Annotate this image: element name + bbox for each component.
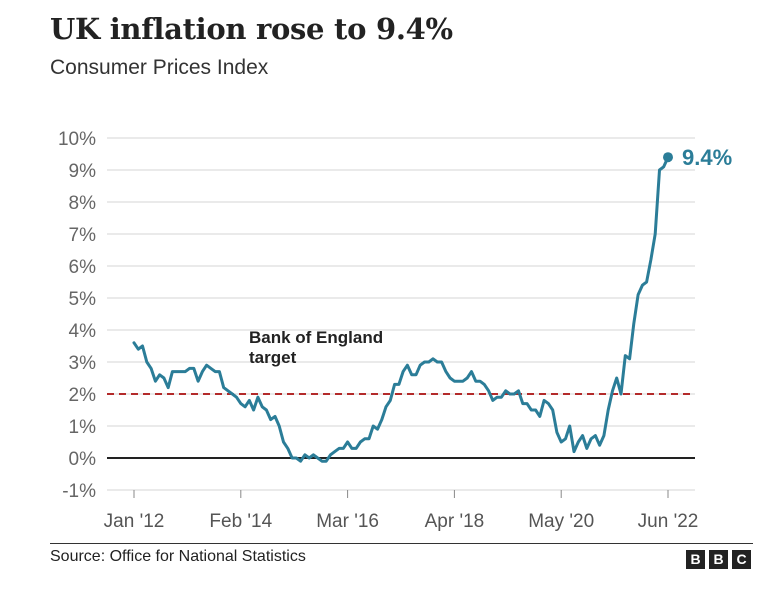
- grid-lines: [107, 137, 695, 491]
- y-tick-label: 2%: [69, 385, 97, 406]
- bbc-logo: B B C: [686, 550, 751, 569]
- y-tick-label: 8%: [69, 193, 97, 214]
- chart-title: UK inflation rose to 9.4%: [50, 12, 453, 46]
- x-tick-label: Jan '12: [104, 511, 165, 532]
- y-tick-label: 1%: [69, 417, 97, 438]
- target-reference-label: Bank of England target: [249, 328, 383, 367]
- footer-divider: [50, 543, 753, 544]
- chart-subtitle: Consumer Prices Index: [50, 56, 269, 79]
- y-axis-ticks: -1% 0% 1% 2% 3% 4% 5% 6% 7% 8% 9% 10%: [58, 129, 96, 502]
- end-point-marker: [663, 152, 673, 163]
- x-tick-label: May '20: [528, 511, 594, 532]
- x-tick-label: Apr '18: [425, 511, 485, 532]
- logo-letter-c: C: [732, 550, 751, 569]
- series-line: [132, 155, 670, 463]
- end-point-label: 9.4%: [682, 145, 732, 170]
- y-tick-label: 4%: [69, 321, 97, 342]
- x-tick-label: Mar '16: [316, 511, 379, 532]
- y-tick-label: 5%: [69, 289, 97, 310]
- y-tick-label: 0%: [69, 449, 97, 470]
- y-tick-label: -1%: [62, 481, 96, 502]
- logo-letter-b2: B: [709, 550, 728, 569]
- target-label-line-1: Bank of England: [249, 328, 383, 347]
- y-tick-label: 9%: [69, 161, 97, 182]
- y-tick-label: 6%: [69, 257, 97, 278]
- logo-letter-b1: B: [686, 550, 705, 569]
- source-note: Source: Office for National Statistics: [50, 548, 306, 565]
- target-label-line-2: target: [249, 348, 297, 367]
- x-tick-label: Feb '14: [209, 511, 272, 532]
- x-axis-ticks: Jan '12 Feb '14 Mar '16 Apr '18 May '20 Jun '…: [104, 490, 699, 532]
- line-chart: -1% 0% 1% 2% 3% 4% 5% 6% 7% 8% 9% 10% Jan '12 Feb '1…: [58, 129, 732, 532]
- y-tick-label: 3%: [69, 353, 97, 374]
- x-tick-label: Jun '22: [638, 511, 699, 532]
- y-tick-label: 10%: [58, 129, 96, 150]
- y-tick-label: 7%: [69, 225, 97, 246]
